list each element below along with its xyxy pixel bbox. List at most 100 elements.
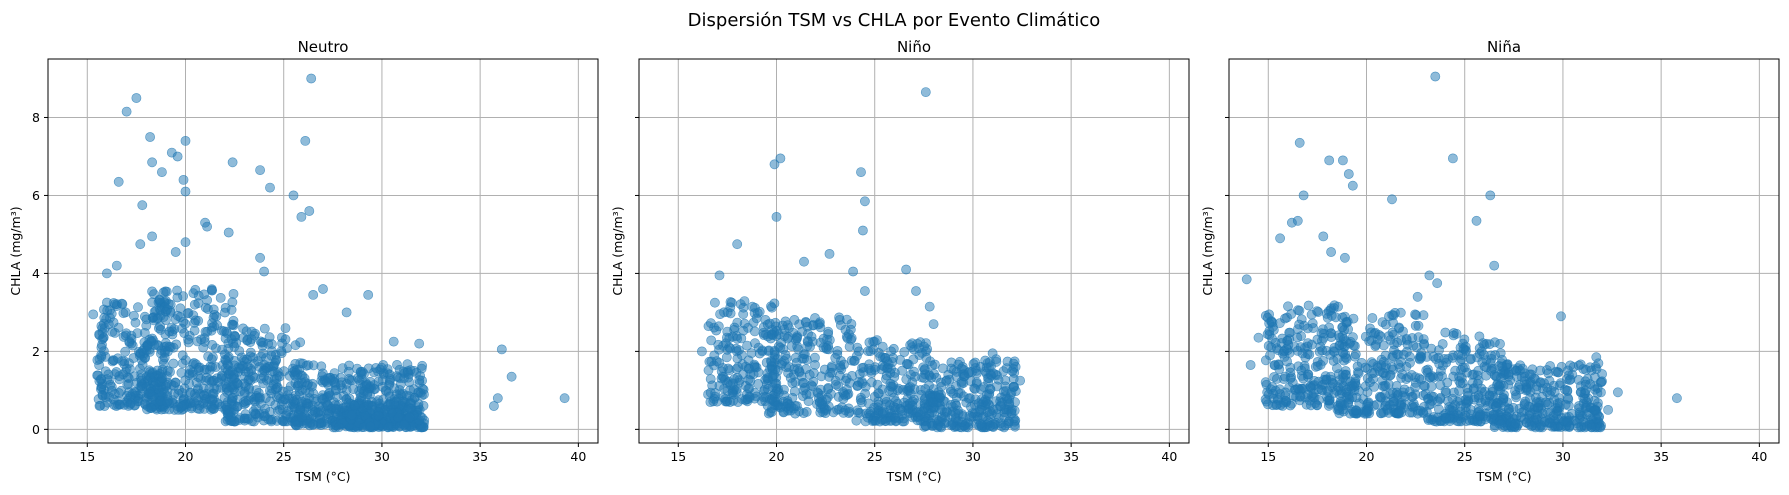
scatter-point (102, 268, 112, 279)
scatter-point (1343, 398, 1354, 409)
scatter-point (1332, 385, 1342, 396)
scatter-point (785, 372, 796, 383)
scatter-point (1431, 354, 1441, 364)
scatter-point (1413, 320, 1424, 331)
y-tick-label: 8 (32, 110, 40, 125)
scatter-point (938, 363, 948, 374)
scatter-point (1411, 310, 1422, 321)
scatter-point (1356, 357, 1367, 368)
scatter-point (235, 363, 246, 374)
scatter-point (924, 301, 935, 312)
scatter-point (1010, 397, 1020, 408)
scatter-point (170, 247, 181, 257)
scatter-point (792, 341, 803, 352)
scatter-point (220, 302, 231, 313)
scatter-point (133, 302, 143, 313)
scatter-point (823, 344, 834, 355)
scatter-point (167, 326, 178, 337)
scatter-point (810, 352, 820, 363)
scatter-point (1385, 389, 1396, 399)
scatter-point (1286, 309, 1297, 319)
scatter-point (306, 73, 317, 84)
scatter-point (928, 397, 938, 408)
scatter-point (147, 368, 157, 379)
scatter-point (232, 401, 243, 412)
scatter-point (808, 320, 819, 330)
scatter-point (886, 346, 896, 357)
scatter-point (1509, 364, 1519, 375)
scatter-point (215, 292, 226, 303)
scatter-point (772, 325, 782, 336)
scatter-point (363, 289, 374, 300)
scatter-point (1383, 331, 1394, 342)
scatter-point (1245, 360, 1256, 370)
scatter-point (128, 310, 139, 321)
scatter-point (246, 326, 257, 337)
scatter-point (1576, 410, 1586, 421)
scatter-point (1517, 363, 1528, 374)
x-tick-label: 15 (79, 449, 95, 464)
scatter-point (1423, 364, 1433, 375)
scatter-point (902, 359, 913, 370)
scatter-point (381, 386, 392, 396)
y-tick-label: 4 (32, 266, 40, 281)
scatter-point (278, 416, 288, 427)
scatter-point (852, 342, 863, 353)
scatter-point (236, 352, 247, 363)
scatter-point (1586, 422, 1597, 433)
scatter-point (764, 318, 775, 329)
scatter-point (178, 174, 189, 185)
scatter-point (872, 335, 882, 345)
scatter-point (860, 196, 870, 207)
panel-title: Niño (897, 38, 931, 56)
scatter-point (875, 416, 885, 427)
scatter-point (129, 371, 140, 382)
scatter-point (1426, 381, 1437, 392)
scatter-point (178, 291, 188, 302)
scatter-point (976, 405, 986, 416)
scatter-point (308, 289, 319, 300)
scatter-point (798, 349, 809, 359)
scatter-point (732, 372, 743, 383)
scatter-point (1335, 332, 1345, 343)
x-tick-label: 25 (867, 449, 883, 464)
scatter-point (741, 389, 752, 400)
scatter-point (137, 200, 148, 211)
scatter-point (1489, 260, 1500, 271)
scatter-point (146, 403, 157, 413)
scatter-point (113, 176, 124, 187)
scatter-point (209, 383, 219, 394)
scatter-point (830, 352, 841, 363)
scatter-point (890, 412, 901, 423)
scatter-point (1015, 375, 1025, 386)
x-tick-label: 30 (1555, 449, 1571, 464)
scatter-point (1449, 387, 1459, 398)
scatter-point (316, 361, 327, 372)
scatter-point (766, 301, 776, 312)
scatter-point (863, 346, 873, 357)
scatter-point (254, 392, 265, 403)
scatter-point (1424, 399, 1435, 410)
scatter-point (1298, 190, 1309, 201)
scatter-point (395, 373, 405, 384)
scatter-point (270, 384, 281, 395)
scatter-point (1350, 349, 1361, 360)
scatter-point (706, 335, 717, 346)
scatter-point (1343, 169, 1354, 179)
scatter-point (296, 412, 307, 422)
scatter-point (238, 332, 249, 343)
scatter-point (841, 373, 852, 384)
scatter-point (1596, 377, 1607, 387)
scatter-point (168, 358, 179, 369)
scatter-point (1403, 372, 1414, 383)
scatter-point (291, 420, 302, 431)
x-axis-label: TSM (°C) (294, 469, 350, 484)
scatter-point (754, 348, 765, 359)
scatter-point (789, 314, 800, 325)
scatter-point (255, 165, 265, 175)
scatter-point (106, 308, 117, 319)
scatter-point (238, 323, 248, 334)
scatter-point (1545, 408, 1555, 418)
scatter-point (841, 331, 852, 342)
scatter-point (746, 348, 757, 359)
